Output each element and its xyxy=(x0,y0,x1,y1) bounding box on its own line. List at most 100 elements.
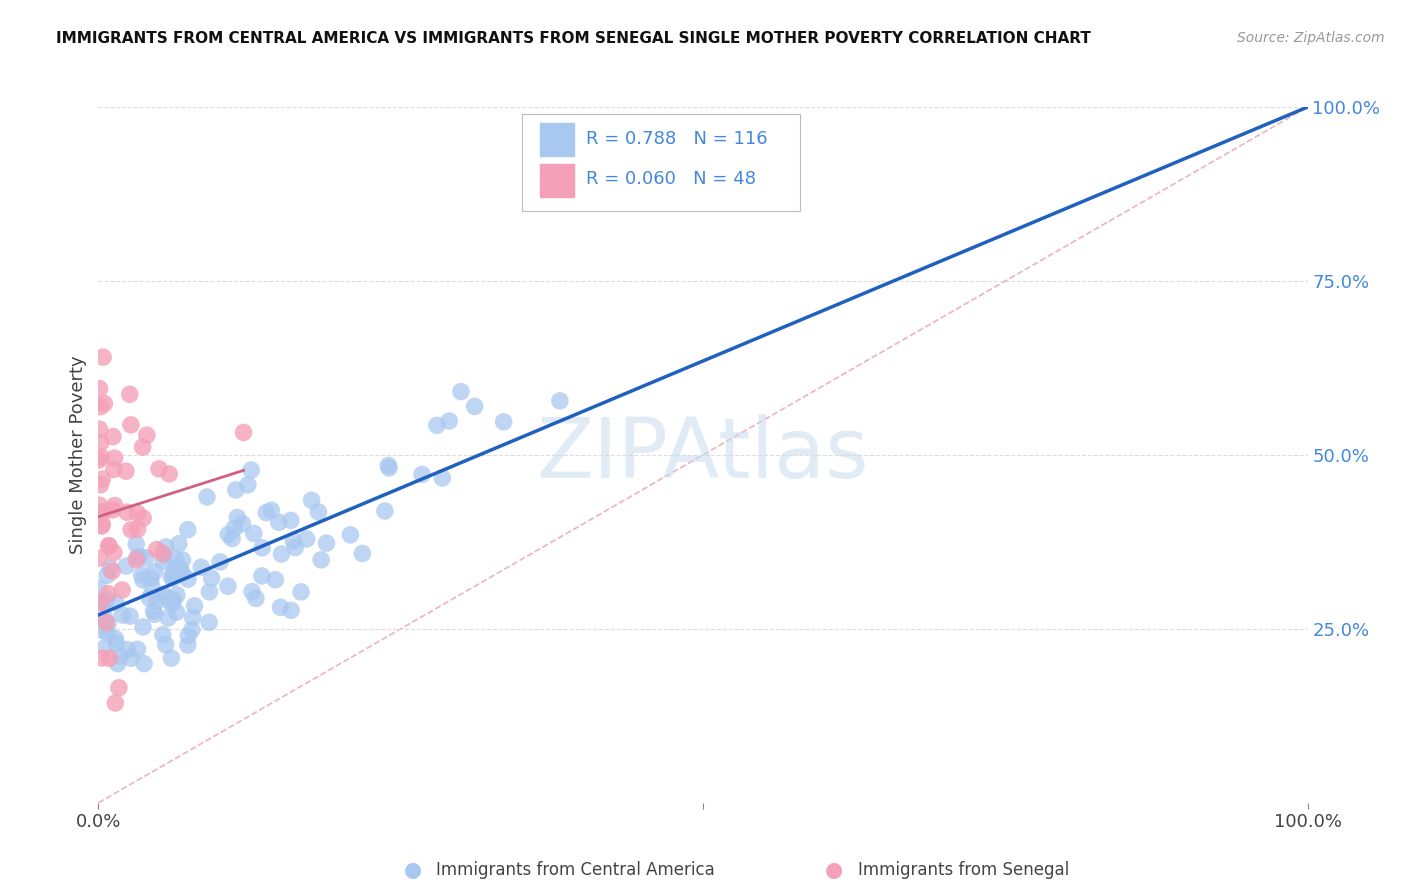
Y-axis label: Single Mother Poverty: Single Mother Poverty xyxy=(69,356,87,554)
Point xyxy=(120,417,142,432)
Point xyxy=(224,521,246,535)
Point xyxy=(270,547,292,561)
FancyBboxPatch shape xyxy=(522,114,800,211)
Point xyxy=(411,467,433,482)
Point xyxy=(374,504,396,518)
Point xyxy=(153,549,176,563)
Bar xyxy=(540,123,574,156)
Point xyxy=(162,592,184,607)
Point xyxy=(87,581,110,595)
Point xyxy=(143,607,166,622)
Point xyxy=(160,569,183,583)
Point xyxy=(104,632,127,646)
Point xyxy=(307,505,329,519)
Point xyxy=(138,591,160,605)
Point xyxy=(120,651,142,665)
Point xyxy=(91,472,114,486)
Point xyxy=(165,552,187,566)
Point xyxy=(152,587,174,601)
Point xyxy=(89,382,111,396)
Point xyxy=(153,590,176,604)
Point xyxy=(280,513,302,527)
Point xyxy=(352,546,374,560)
Point xyxy=(90,400,112,414)
Point xyxy=(94,611,117,625)
Point xyxy=(111,607,134,622)
Point xyxy=(90,623,112,637)
Point xyxy=(98,539,121,553)
Point xyxy=(139,571,162,585)
Point xyxy=(464,400,486,414)
Point xyxy=(103,462,125,476)
Point xyxy=(159,595,181,609)
Point xyxy=(169,562,191,576)
Point xyxy=(148,462,170,476)
Point xyxy=(108,681,131,695)
Text: R = 0.788   N = 116: R = 0.788 N = 116 xyxy=(586,130,768,148)
Point xyxy=(110,649,132,664)
Point xyxy=(232,425,254,440)
Point xyxy=(143,565,166,579)
Point xyxy=(240,463,263,477)
Point xyxy=(98,651,121,665)
Point xyxy=(295,532,318,546)
Point xyxy=(90,596,112,610)
Point xyxy=(132,511,155,525)
Point xyxy=(93,505,115,519)
Point xyxy=(104,696,127,710)
Point xyxy=(127,549,149,564)
Point xyxy=(101,503,124,517)
Point xyxy=(166,588,188,602)
Point xyxy=(217,579,239,593)
Point xyxy=(250,569,273,583)
Point xyxy=(225,483,247,497)
Point xyxy=(117,642,139,657)
Point xyxy=(96,625,118,640)
Point xyxy=(89,499,111,513)
Point xyxy=(127,642,149,657)
Point xyxy=(240,584,263,599)
Point xyxy=(264,573,287,587)
Point xyxy=(125,552,148,566)
Point xyxy=(283,533,305,548)
Point xyxy=(270,600,292,615)
Point xyxy=(91,350,114,364)
Point xyxy=(548,393,571,408)
Point xyxy=(254,506,277,520)
Point xyxy=(115,559,138,574)
Point xyxy=(177,629,200,643)
Point xyxy=(339,528,361,542)
Point xyxy=(198,615,221,630)
Point xyxy=(135,428,157,442)
Point xyxy=(177,638,200,652)
Point xyxy=(200,571,222,585)
Point xyxy=(315,536,337,550)
Point xyxy=(195,490,218,504)
Point xyxy=(91,517,114,532)
Point xyxy=(167,537,190,551)
Point xyxy=(226,510,249,524)
Point xyxy=(280,603,302,617)
Point xyxy=(127,522,149,536)
Point xyxy=(115,505,138,519)
Point xyxy=(432,471,454,485)
Point xyxy=(309,553,332,567)
Point xyxy=(145,594,167,608)
Point xyxy=(378,461,401,475)
Text: IMMIGRANTS FROM CENTRAL AMERICA VS IMMIGRANTS FROM SENEGAL SINGLE MOTHER POVERTY: IMMIGRANTS FROM CENTRAL AMERICA VS IMMIG… xyxy=(56,31,1091,46)
Point xyxy=(105,636,128,650)
Point xyxy=(172,566,194,580)
Point xyxy=(131,440,153,454)
Point xyxy=(155,638,177,652)
Point xyxy=(97,587,120,601)
Point xyxy=(183,599,205,613)
Point xyxy=(142,604,165,618)
Point xyxy=(166,605,188,619)
Point xyxy=(127,506,149,520)
Point xyxy=(190,560,212,574)
Point xyxy=(177,572,200,586)
Point xyxy=(131,567,153,582)
Point xyxy=(267,516,290,530)
Point xyxy=(160,651,183,665)
Point xyxy=(250,541,273,555)
